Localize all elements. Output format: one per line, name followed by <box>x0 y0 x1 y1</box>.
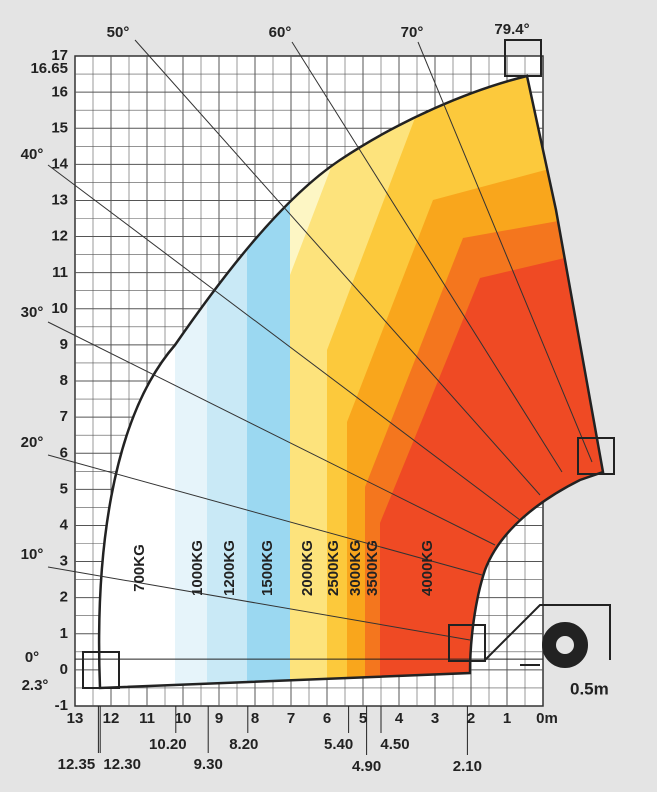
load-zone-label: 1200KG <box>221 540 238 596</box>
y-tick-label: 13 <box>51 192 68 209</box>
attachment-box <box>504 39 542 77</box>
y-tick-label: 16.65 <box>30 60 68 77</box>
angle-label: 10° <box>21 546 44 563</box>
x-tick-label: 11 <box>139 710 155 727</box>
load-zone-label: 1000KG <box>189 540 206 596</box>
y-tick-label: 15 <box>51 119 68 136</box>
scale-label: 0.5m <box>570 679 609 698</box>
y-tick-label: 1 <box>60 625 68 642</box>
x-tick-label: 2 <box>467 710 475 727</box>
y-tick-label: 17 <box>51 47 68 64</box>
x-tick-label: 1 <box>503 710 511 727</box>
scale-box <box>545 678 657 706</box>
angle-line <box>291 41 563 473</box>
angle-label: 2.3° <box>22 677 49 694</box>
machine <box>484 604 611 666</box>
y-tick-label: 0 <box>60 661 68 678</box>
y-tick-label: 7 <box>60 408 68 425</box>
y-tick-label: 12 <box>51 228 68 245</box>
load-zone-label: 2500KG <box>325 540 342 596</box>
x-tick-label: 3 <box>431 710 439 727</box>
load-zone-label: 3000KG <box>347 540 364 596</box>
x-tick-label: 10 <box>175 710 192 727</box>
envelope <box>97 74 605 690</box>
y-tick-label: 3 <box>60 553 68 570</box>
y-tick-label: 14 <box>51 155 68 172</box>
x-tick-label: 6 <box>323 710 331 727</box>
attachment-box <box>448 624 486 662</box>
x-tick-label: 8 <box>251 710 259 727</box>
load-zone-label: 3500KG <box>364 540 381 596</box>
y-tick-label: 10 <box>51 300 68 317</box>
angle-line <box>47 566 471 641</box>
angle-label: 40° <box>21 146 44 163</box>
x-tick-label: 5 <box>359 710 367 727</box>
angle-label: 0° <box>25 649 39 666</box>
distance-label: 12.30 <box>103 756 141 773</box>
angle-line <box>134 39 541 496</box>
angle-label: 30° <box>21 304 44 321</box>
x-tick-label: 4 <box>395 710 404 727</box>
angle-line <box>47 164 521 521</box>
hub <box>554 634 576 656</box>
attachment-box <box>82 651 120 689</box>
angle-label: 20° <box>21 434 44 451</box>
y-tick-label: 11 <box>52 264 68 281</box>
distance-label: 9.30 <box>194 756 223 773</box>
y-tick-label: 2 <box>60 589 68 606</box>
y-tick-label: 16 <box>51 83 68 100</box>
load-zone-label: 700KG <box>131 544 148 592</box>
angle-lines <box>47 39 593 641</box>
load-zone-label: 1500KG <box>259 540 276 596</box>
y-tick-label: 8 <box>60 372 68 389</box>
y-tick-label: 9 <box>60 336 68 353</box>
load-zone-label: 4000KG <box>419 540 436 596</box>
distance-label: 12.35 <box>58 756 96 773</box>
y-tick-label: 4 <box>60 516 69 533</box>
distance-label: 10.20 <box>149 736 187 753</box>
distance-label: 4.50 <box>380 736 409 753</box>
distance-label: 2.10 <box>453 758 482 775</box>
x-tick-label: 13 <box>67 710 84 727</box>
load-zone-label: 2000KG <box>299 540 316 596</box>
distance-label: 5.40 <box>324 736 353 753</box>
y-tick-label: 5 <box>60 480 68 497</box>
angle-label: 70° <box>401 24 424 41</box>
x-tick-label: 7 <box>287 710 295 727</box>
y-tick-label: -1 <box>55 697 68 714</box>
x-tick-label: 12 <box>103 710 120 727</box>
y-tick-label: 6 <box>60 444 68 461</box>
attachments <box>82 39 657 706</box>
x-tick-label: 0m <box>536 710 558 727</box>
angle-line <box>47 454 483 576</box>
distance-label: 8.20 <box>229 736 258 753</box>
angle-label: 60° <box>269 24 292 41</box>
distance-label: 4.90 <box>352 758 381 775</box>
attachment-box <box>577 437 615 475</box>
x-tick-label: 9 <box>215 710 223 727</box>
angle-label: 50° <box>107 24 130 41</box>
angle-line <box>47 321 496 546</box>
angle-label: 79.4° <box>494 21 529 38</box>
angle-line <box>417 41 593 463</box>
